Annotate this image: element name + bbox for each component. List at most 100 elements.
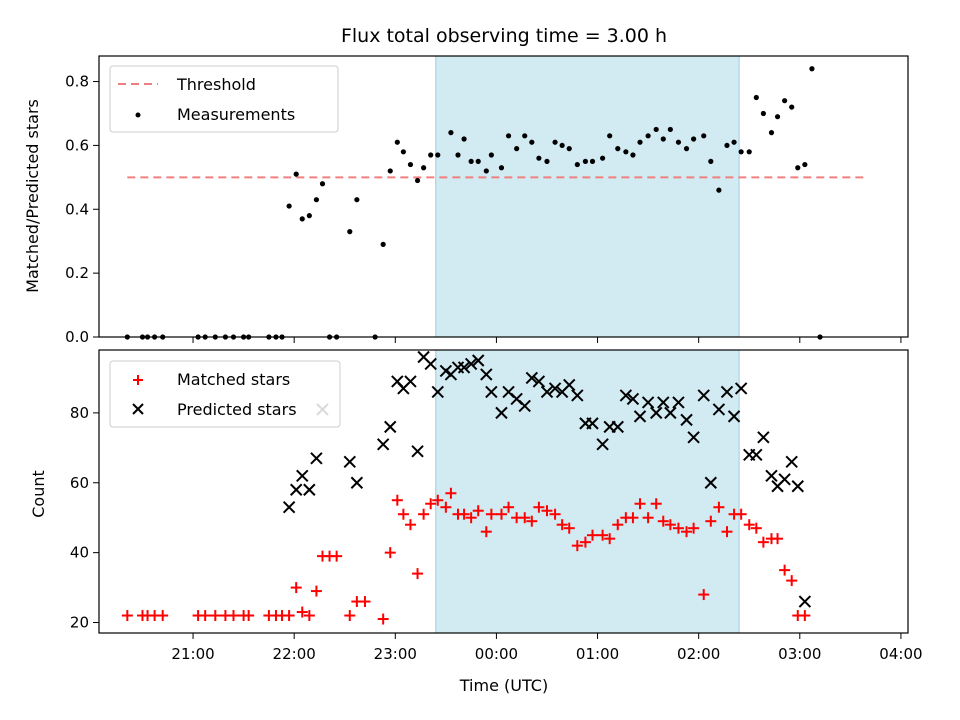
matched-stars-point [472,505,484,517]
y-tick-label: 80 [70,404,89,422]
matched-stars-point [157,610,169,622]
predicted-stars-point [457,361,471,374]
measurements-point [701,133,707,139]
x-tick-label: 04:00 [879,645,922,663]
measurement-points [124,66,823,340]
predicted-stars-point [376,438,390,451]
matched-stars-point [465,512,477,524]
predicted-stars-point [310,452,323,465]
measurements-point [498,165,505,171]
matched-stars-point [391,494,403,506]
predicted-stars-point [472,354,485,367]
y-tick-label: 0.0 [65,328,89,346]
measurements-point [286,203,292,209]
ratio-panel: 0.00.20.40.60.8 Matched/Predicted stars … [23,55,909,346]
measurements-point [306,213,312,219]
matched-stars-point [495,508,507,520]
measurements-point [347,229,353,235]
matched-stars-point [283,610,295,622]
measurements-point [455,152,461,158]
measurements-point [483,168,489,174]
matched-stars-point [642,512,654,524]
measurements-point [435,152,441,158]
count-panel: 20 40 60 80 21:00 22:00 23:00 00:00 01:00 02:00 0… [29,349,923,695]
matched-stars-point [412,568,424,580]
measurements-point [795,165,801,171]
measurements-point [407,161,414,168]
predicted-stars-point [619,389,633,402]
matched-stars-point [604,533,616,545]
matched-stars-point [705,515,717,527]
matched-stars-point [657,515,669,527]
matched-stars-point [735,508,747,520]
measurements-point [600,155,606,161]
x-tick-label: 23:00 [374,645,417,663]
x-tick-label: 22:00 [273,645,316,663]
predicted-stars-point [282,501,296,514]
measurements-point [400,149,406,155]
matched-stars-point [664,519,676,531]
x-axis-label: Time (UTC) [459,676,548,695]
predicted-stars-point [296,469,309,482]
x-axis-ticks: 21:00 22:00 23:00 00:00 01:00 02:00 03:00 04:00 [171,633,923,663]
measurements-point [380,241,386,247]
matched-stars-point [786,575,798,587]
predicted-stars-point [411,445,424,458]
ratio-y-axis-label: Matched/Predicted stars [23,99,42,293]
count-legend-box [109,360,341,428]
predicted-stars-point [750,448,763,462]
matched-stars-point [650,498,662,510]
measurements-point [774,114,781,120]
measurements-point [559,142,565,149]
measurements-legend-label: Measurements [177,105,295,124]
measurements-point [683,146,690,152]
measurements-point [708,158,714,164]
matched-stars-point [121,610,133,622]
matched-stars-point [243,610,255,622]
predicted-stars-point [571,389,584,402]
predicted-stars-point [791,480,804,493]
predicted-stars-point [518,399,531,413]
matched-stars-point [485,508,497,520]
threshold-legend-label: Threshold [176,75,256,94]
chart-title: Flux total observing time = 3.00 h [341,25,667,47]
predicted-stars-point [704,476,718,489]
matched-stars-legend-label: Matched stars [177,370,290,389]
measurements-point [354,197,360,203]
matched-stars-point [627,512,639,524]
predicted-stars-point [480,368,493,381]
matched-stars-point [533,501,545,513]
matched-stars-point [290,582,302,594]
measurements-point [514,146,520,152]
count-legend: Matched stars Predicted stars [109,360,341,428]
predicted-stars-point [649,406,663,420]
measurements-point [299,216,305,222]
matched-stars-point [586,529,598,541]
y-axis-ticks: 0.0 0.2 0.4 0.6 0.8 [65,73,99,346]
x-tick-label: 00:00 [475,645,518,663]
measurements-point [615,146,621,152]
predicted-stars-point [626,392,640,406]
x-tick-label: 02:00 [677,645,720,663]
measurements-point [716,187,722,193]
matched-stars-point [432,494,444,506]
matched-stars-point [445,487,457,499]
predicted-stars-point [798,595,812,608]
predicted-stars-point [687,431,700,444]
matched-stars-point [227,610,239,622]
measurements-point [738,149,744,155]
predicted-stars-point [525,371,539,385]
matched-stars-point [563,522,575,534]
predicted-stars-point [778,473,791,486]
predicted-stars-point [563,378,576,392]
matched-stars-point [526,515,538,527]
matched-stars-point [404,519,416,531]
matched-stars-point [541,505,553,517]
ratio-legend-box [109,65,339,133]
matched-stars-point [519,512,531,524]
predicted-stars-point [548,382,562,395]
measurements-point [623,149,629,155]
measurements-point [630,152,636,158]
predicted-stars-point [680,413,693,427]
predicted-stars-point [672,396,685,409]
